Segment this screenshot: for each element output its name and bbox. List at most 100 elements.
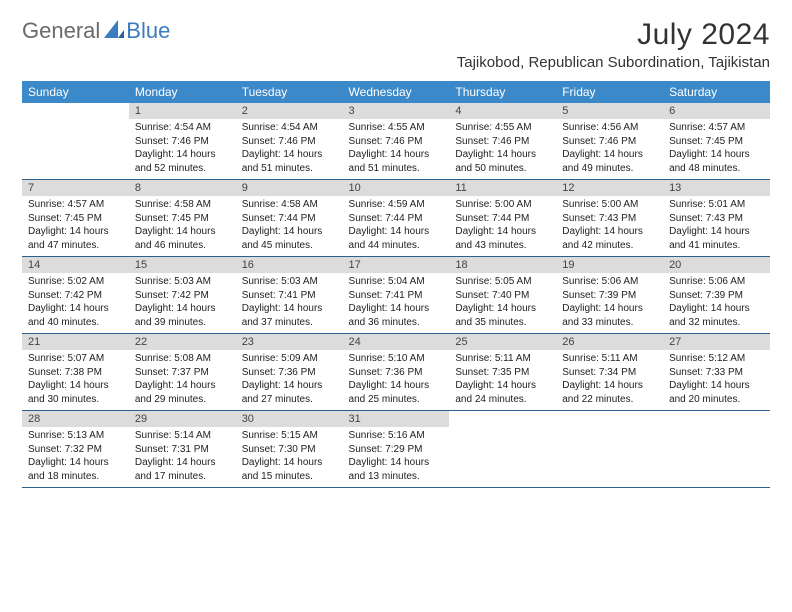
logo: General Blue bbox=[22, 18, 170, 44]
sunset-text: Sunset: 7:40 PM bbox=[455, 289, 550, 303]
day-number: 3 bbox=[343, 103, 450, 119]
sunrise-text: Sunrise: 5:01 AM bbox=[669, 198, 764, 212]
sunset-text: Sunset: 7:41 PM bbox=[242, 289, 337, 303]
day-content-row: Sunrise: 4:57 AMSunset: 7:45 PMDaylight:… bbox=[22, 196, 770, 256]
day-cell: Sunrise: 4:55 AMSunset: 7:46 PMDaylight:… bbox=[449, 119, 556, 179]
day-number: 16 bbox=[236, 257, 343, 274]
sunrise-text: Sunrise: 4:57 AM bbox=[28, 198, 123, 212]
sunset-text: Sunset: 7:45 PM bbox=[135, 212, 230, 226]
day-cell bbox=[22, 119, 129, 179]
logo-triangle-icon bbox=[104, 18, 124, 44]
day-cell: Sunrise: 5:03 AMSunset: 7:42 PMDaylight:… bbox=[129, 273, 236, 333]
daylight-text: Daylight: 14 hours and 45 minutes. bbox=[242, 225, 337, 252]
sunrise-text: Sunrise: 5:08 AM bbox=[135, 352, 230, 366]
day-number-row: 28293031 bbox=[22, 411, 770, 428]
day-number-row: 123456 bbox=[22, 103, 770, 119]
day-number: 24 bbox=[343, 334, 450, 351]
day-number: 23 bbox=[236, 334, 343, 351]
daylight-text: Daylight: 14 hours and 43 minutes. bbox=[455, 225, 550, 252]
day-number: 4 bbox=[449, 103, 556, 119]
daylight-text: Daylight: 14 hours and 20 minutes. bbox=[669, 379, 764, 406]
sunrise-text: Sunrise: 5:06 AM bbox=[562, 275, 657, 289]
day-number: 31 bbox=[343, 411, 450, 428]
sunset-text: Sunset: 7:36 PM bbox=[242, 366, 337, 380]
weekday-header: Wednesday bbox=[343, 81, 450, 103]
day-number: 25 bbox=[449, 334, 556, 351]
day-cell: Sunrise: 5:06 AMSunset: 7:39 PMDaylight:… bbox=[663, 273, 770, 333]
sunset-text: Sunset: 7:46 PM bbox=[349, 135, 444, 149]
day-content-row: Sunrise: 5:13 AMSunset: 7:32 PMDaylight:… bbox=[22, 427, 770, 487]
sunset-text: Sunset: 7:29 PM bbox=[349, 443, 444, 457]
sunrise-text: Sunrise: 5:00 AM bbox=[455, 198, 550, 212]
day-cell: Sunrise: 5:16 AMSunset: 7:29 PMDaylight:… bbox=[343, 427, 450, 487]
daylight-text: Daylight: 14 hours and 42 minutes. bbox=[562, 225, 657, 252]
day-cell: Sunrise: 4:56 AMSunset: 7:46 PMDaylight:… bbox=[556, 119, 663, 179]
day-cell: Sunrise: 5:10 AMSunset: 7:36 PMDaylight:… bbox=[343, 350, 450, 410]
daylight-text: Daylight: 14 hours and 50 minutes. bbox=[455, 148, 550, 175]
weekday-header-row: Sunday Monday Tuesday Wednesday Thursday… bbox=[22, 81, 770, 103]
sunrise-text: Sunrise: 5:03 AM bbox=[135, 275, 230, 289]
day-content-row: Sunrise: 5:07 AMSunset: 7:38 PMDaylight:… bbox=[22, 350, 770, 410]
day-content-row: Sunrise: 4:54 AMSunset: 7:46 PMDaylight:… bbox=[22, 119, 770, 179]
sunrise-text: Sunrise: 5:03 AM bbox=[242, 275, 337, 289]
sunrise-text: Sunrise: 5:11 AM bbox=[455, 352, 550, 366]
sunset-text: Sunset: 7:39 PM bbox=[562, 289, 657, 303]
day-cell: Sunrise: 5:02 AMSunset: 7:42 PMDaylight:… bbox=[22, 273, 129, 333]
sunset-text: Sunset: 7:41 PM bbox=[349, 289, 444, 303]
sunset-text: Sunset: 7:34 PM bbox=[562, 366, 657, 380]
sunrise-text: Sunrise: 4:56 AM bbox=[562, 121, 657, 135]
daylight-text: Daylight: 14 hours and 46 minutes. bbox=[135, 225, 230, 252]
sunrise-text: Sunrise: 5:10 AM bbox=[349, 352, 444, 366]
day-cell: Sunrise: 5:13 AMSunset: 7:32 PMDaylight:… bbox=[22, 427, 129, 487]
daylight-text: Daylight: 14 hours and 36 minutes. bbox=[349, 302, 444, 329]
daylight-text: Daylight: 14 hours and 39 minutes. bbox=[135, 302, 230, 329]
sunset-text: Sunset: 7:36 PM bbox=[349, 366, 444, 380]
sunrise-text: Sunrise: 5:12 AM bbox=[669, 352, 764, 366]
day-cell bbox=[556, 427, 663, 487]
daylight-text: Daylight: 14 hours and 52 minutes. bbox=[135, 148, 230, 175]
sunset-text: Sunset: 7:35 PM bbox=[455, 366, 550, 380]
day-number: 8 bbox=[129, 180, 236, 197]
day-number: 28 bbox=[22, 411, 129, 428]
logo-text-2: Blue bbox=[126, 18, 170, 44]
daylight-text: Daylight: 14 hours and 27 minutes. bbox=[242, 379, 337, 406]
daylight-text: Daylight: 14 hours and 51 minutes. bbox=[349, 148, 444, 175]
sunset-text: Sunset: 7:37 PM bbox=[135, 366, 230, 380]
daylight-text: Daylight: 14 hours and 13 minutes. bbox=[349, 456, 444, 483]
day-number: 29 bbox=[129, 411, 236, 428]
day-number: 2 bbox=[236, 103, 343, 119]
daylight-text: Daylight: 14 hours and 24 minutes. bbox=[455, 379, 550, 406]
day-number bbox=[663, 411, 770, 428]
day-cell: Sunrise: 5:05 AMSunset: 7:40 PMDaylight:… bbox=[449, 273, 556, 333]
sunrise-text: Sunrise: 5:04 AM bbox=[349, 275, 444, 289]
day-number bbox=[22, 103, 129, 119]
weekday-header: Monday bbox=[129, 81, 236, 103]
sunset-text: Sunset: 7:43 PM bbox=[669, 212, 764, 226]
day-cell bbox=[663, 427, 770, 487]
sunrise-text: Sunrise: 4:55 AM bbox=[349, 121, 444, 135]
daylight-text: Daylight: 14 hours and 47 minutes. bbox=[28, 225, 123, 252]
sunset-text: Sunset: 7:42 PM bbox=[135, 289, 230, 303]
daylight-text: Daylight: 14 hours and 51 minutes. bbox=[242, 148, 337, 175]
day-number: 11 bbox=[449, 180, 556, 197]
day-number: 21 bbox=[22, 334, 129, 351]
day-cell bbox=[449, 427, 556, 487]
day-cell: Sunrise: 5:11 AMSunset: 7:34 PMDaylight:… bbox=[556, 350, 663, 410]
day-cell: Sunrise: 5:00 AMSunset: 7:44 PMDaylight:… bbox=[449, 196, 556, 256]
day-cell: Sunrise: 4:54 AMSunset: 7:46 PMDaylight:… bbox=[236, 119, 343, 179]
daylight-text: Daylight: 14 hours and 41 minutes. bbox=[669, 225, 764, 252]
sunset-text: Sunset: 7:45 PM bbox=[28, 212, 123, 226]
day-number-row: 14151617181920 bbox=[22, 257, 770, 274]
daylight-text: Daylight: 14 hours and 49 minutes. bbox=[562, 148, 657, 175]
day-cell: Sunrise: 5:15 AMSunset: 7:30 PMDaylight:… bbox=[236, 427, 343, 487]
day-number: 14 bbox=[22, 257, 129, 274]
day-cell: Sunrise: 5:04 AMSunset: 7:41 PMDaylight:… bbox=[343, 273, 450, 333]
day-number: 10 bbox=[343, 180, 450, 197]
sunrise-text: Sunrise: 5:07 AM bbox=[28, 352, 123, 366]
day-number: 12 bbox=[556, 180, 663, 197]
sunrise-text: Sunrise: 5:06 AM bbox=[669, 275, 764, 289]
location: Tajikobod, Republican Subordination, Taj… bbox=[457, 54, 770, 71]
sunset-text: Sunset: 7:46 PM bbox=[562, 135, 657, 149]
day-number: 6 bbox=[663, 103, 770, 119]
sunrise-text: Sunrise: 5:00 AM bbox=[562, 198, 657, 212]
